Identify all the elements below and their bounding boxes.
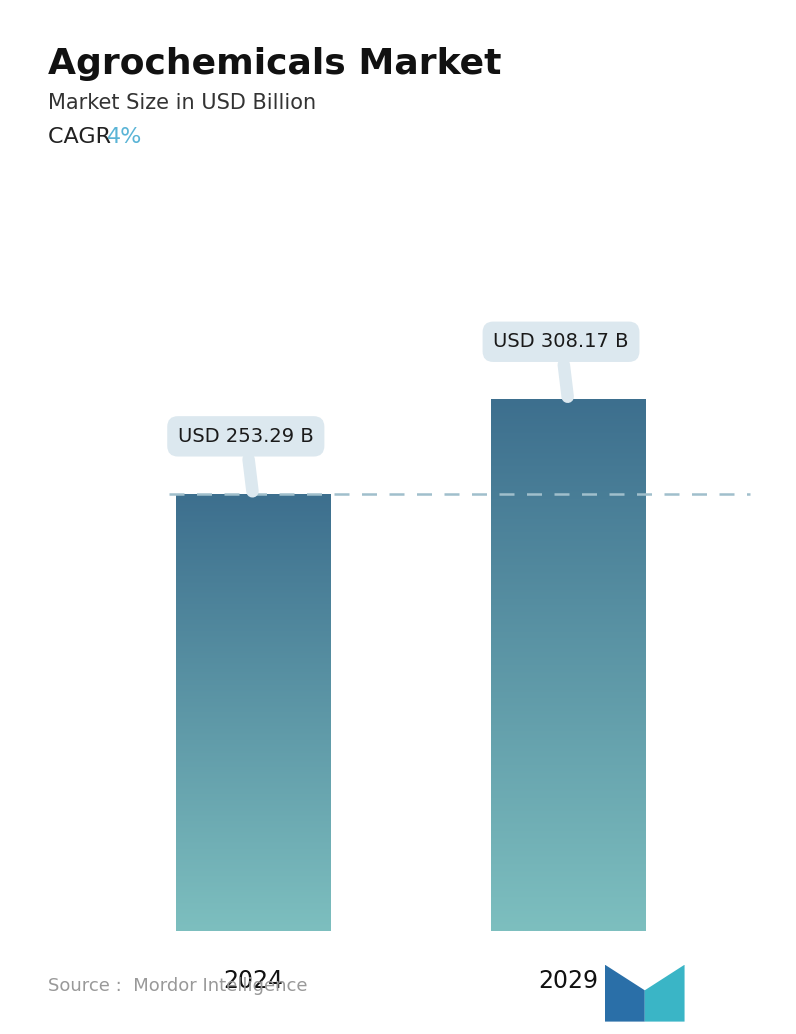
Polygon shape bbox=[645, 965, 685, 1022]
Text: USD 253.29 B: USD 253.29 B bbox=[178, 427, 314, 491]
Text: 4%: 4% bbox=[107, 127, 142, 147]
Text: 2024: 2024 bbox=[223, 969, 283, 993]
Polygon shape bbox=[611, 965, 678, 986]
Text: Market Size in USD Billion: Market Size in USD Billion bbox=[48, 93, 316, 113]
Text: USD 308.17 B: USD 308.17 B bbox=[494, 332, 629, 397]
Polygon shape bbox=[605, 965, 645, 1022]
Text: CAGR: CAGR bbox=[48, 127, 125, 147]
Text: 2029: 2029 bbox=[538, 969, 598, 993]
Text: Source :  Mordor Intelligence: Source : Mordor Intelligence bbox=[48, 977, 307, 995]
Text: Agrochemicals Market: Agrochemicals Market bbox=[48, 47, 501, 81]
